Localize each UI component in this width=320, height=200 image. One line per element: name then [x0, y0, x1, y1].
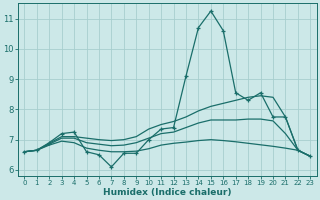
X-axis label: Humidex (Indice chaleur): Humidex (Indice chaleur) — [103, 188, 232, 197]
